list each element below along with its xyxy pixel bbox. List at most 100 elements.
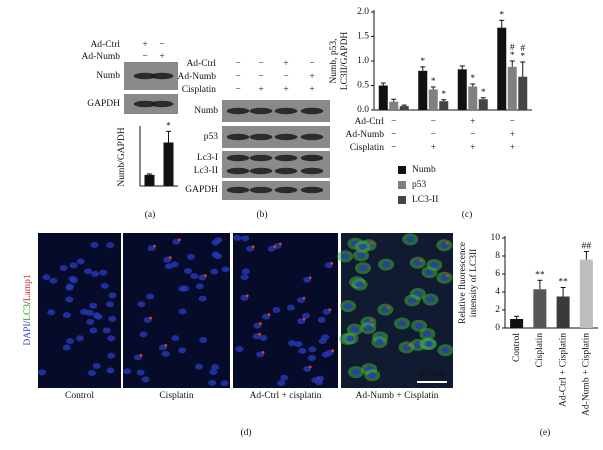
x-tick-label: Ad-Numb + Cisplatin xyxy=(582,333,592,416)
blot-band xyxy=(249,133,273,141)
micrograph-label: Ad-Numb + Cisplatin xyxy=(356,391,439,401)
cell-nucleus xyxy=(351,369,360,376)
band-label: Numb xyxy=(96,71,120,81)
cell-nucleus xyxy=(357,252,366,259)
legend-swatch xyxy=(398,196,406,204)
cell-nucleus xyxy=(294,341,303,348)
condition-label: Ad-Ctrl xyxy=(90,40,120,50)
cell-nucleus xyxy=(211,364,220,371)
band-label: GAPDH xyxy=(87,99,120,109)
cell-nucleus xyxy=(65,284,74,291)
y-axis-label: LC3II/GAPDH xyxy=(340,32,350,91)
condition-sign: + xyxy=(159,52,164,62)
cell-nucleus xyxy=(89,302,98,309)
panel-letter: (a) xyxy=(145,209,156,220)
cell-nucleus xyxy=(108,292,117,299)
condition-sign: − xyxy=(510,117,515,127)
micrograph xyxy=(123,233,230,388)
blot-band xyxy=(249,167,273,175)
cell-nucleus xyxy=(286,304,295,311)
cell-nucleus xyxy=(423,330,432,337)
lamp1-spot xyxy=(370,241,373,245)
cell-nucleus xyxy=(314,379,323,386)
lamp1-spot xyxy=(164,343,168,347)
bar xyxy=(457,69,467,110)
lamp1-spot xyxy=(445,241,449,245)
cell-nucleus xyxy=(241,268,250,275)
cell-nucleus xyxy=(321,351,330,358)
lamp1-spot xyxy=(419,259,423,263)
condition-label: Ad-Ctrl xyxy=(354,117,384,127)
micrograph xyxy=(233,233,338,388)
blot-band xyxy=(249,107,273,115)
cell-nucleus xyxy=(66,338,75,345)
lamp1-spot xyxy=(258,332,262,336)
cell-nucleus xyxy=(358,243,367,250)
lamp1-spot xyxy=(302,296,306,300)
condition-sign: + xyxy=(309,72,314,82)
cell-nucleus xyxy=(195,363,204,370)
lamp1-spot xyxy=(330,261,334,265)
blot-band xyxy=(249,154,273,162)
significance-mark: * xyxy=(470,74,475,84)
y-tick-label: 0.0 xyxy=(357,105,369,115)
channel-name: / xyxy=(23,301,33,304)
condition-label: Cisplatin xyxy=(182,85,217,95)
cell-nucleus xyxy=(65,296,74,303)
blot-band xyxy=(274,167,298,175)
lamp1-spot xyxy=(308,276,312,280)
cell-nucleus xyxy=(198,295,207,302)
lamp1-spot xyxy=(149,316,153,320)
cell-nucleus xyxy=(62,312,71,319)
cell-nucleus xyxy=(209,368,218,375)
y-axis-label: Numb/GAPDH xyxy=(117,127,127,186)
significance-mark: # xyxy=(510,43,515,53)
blot-band xyxy=(133,100,157,108)
condition-sign: + xyxy=(142,40,147,50)
cell-nucleus xyxy=(344,303,353,310)
legend-label: Numb xyxy=(412,165,436,175)
cell-nucleus xyxy=(368,372,377,379)
cell-nucleus xyxy=(75,335,84,342)
micrograph-label: Cisplatin xyxy=(159,391,194,401)
lamp1-spot xyxy=(369,319,373,322)
panel-letter: (d) xyxy=(240,427,251,438)
micrograph-label: Ad-Ctrl + cisplatin xyxy=(250,391,322,401)
cell-nucleus xyxy=(382,261,391,268)
cell-nucleus xyxy=(430,261,439,268)
cell-nucleus xyxy=(414,322,423,329)
cell-nucleus xyxy=(406,236,415,243)
cell-nucleus xyxy=(318,338,327,345)
significance-mark: * xyxy=(481,88,486,98)
y-tick-label: 0.5 xyxy=(357,81,369,91)
y-tick-label: 8 xyxy=(495,251,500,261)
condition-sign: + xyxy=(510,130,515,140)
blot-band xyxy=(249,186,273,194)
condition-sign: + xyxy=(470,117,475,127)
lamp1-spot xyxy=(177,238,181,242)
cell-nucleus xyxy=(87,369,96,376)
cell-nucleus xyxy=(102,327,111,334)
channel-name: DAPI xyxy=(23,323,33,345)
significance-mark: * xyxy=(520,52,525,62)
x-tick-label: Ad-Ctrl + Cisplatin xyxy=(558,333,568,407)
y-axis-label: Numb, p53, xyxy=(329,38,339,83)
panel-letter: (e) xyxy=(540,427,551,438)
panel-letter: (c) xyxy=(462,209,473,220)
blot-band xyxy=(226,133,250,141)
cell-nucleus xyxy=(141,376,150,383)
significance-mark: # xyxy=(520,44,525,54)
channel-name: LC3 xyxy=(23,304,33,321)
y-tick-label: 10 xyxy=(491,233,501,243)
bar xyxy=(144,174,155,186)
condition-label: Ad-Numb xyxy=(177,72,216,82)
cell-nucleus xyxy=(107,335,116,342)
cell-nucleus xyxy=(441,347,450,354)
bar xyxy=(533,289,547,328)
cell-nucleus xyxy=(298,347,307,354)
band-label: p53 xyxy=(204,132,219,142)
lamp1-spot xyxy=(386,306,390,310)
lamp1-spot xyxy=(273,245,277,249)
cell-nucleus xyxy=(208,379,217,386)
cell-nucleus xyxy=(375,339,384,346)
